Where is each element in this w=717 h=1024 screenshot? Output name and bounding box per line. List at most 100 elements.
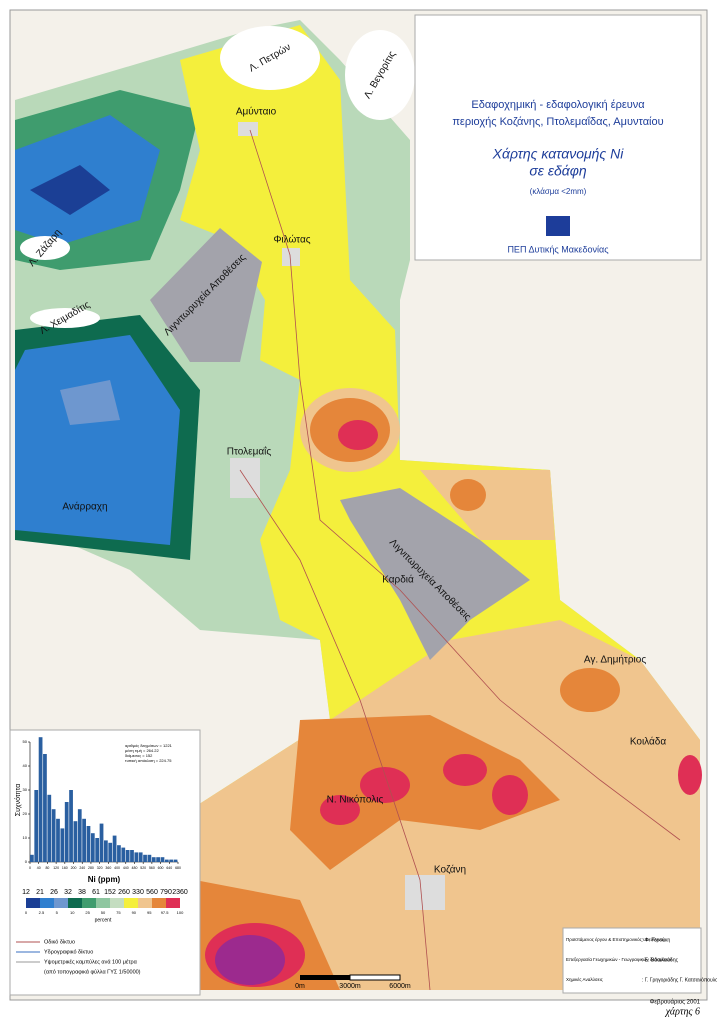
percent-tick: 0 [25,910,28,915]
class-swatch [54,898,68,908]
hist-bar [60,828,65,862]
class-break: 32 [64,889,72,896]
class-swatch [110,898,124,908]
credit-name: : Φ. Γερούκη [642,936,670,943]
roads [239,129,681,991]
class-swatch [124,898,138,908]
eu-logo [546,216,570,236]
subtitle: (κλάσμα <2mm) [530,187,587,196]
x-tick-label: 480 [132,866,138,870]
legend-text: Οδικό δίκτυο [44,938,75,945]
y-tick-label: 50 [23,739,28,744]
stat: μέση τιμή = 264.22 [125,748,159,753]
x-tick-label: 360 [105,866,111,870]
legend-text: (από τοπογραφικά φύλλα ΓΥΣ 1/50000) [44,968,141,975]
place-label: Αγ. Δημήτριος [584,654,646,666]
stat: αριθμός δειγμάτων = 1221 [125,743,173,748]
percent-label: percent [95,917,112,923]
percent-tick: 90 [132,910,137,915]
credits-box [562,927,702,994]
hist-bar [112,835,117,862]
class-break: 26 [50,889,58,896]
place-label: Πτολεμαΐς [227,446,272,458]
x-tick-label: 0 [29,866,31,870]
y-tick-label: 30 [23,787,28,792]
hist-bar [108,842,113,862]
place-label: Ανάρραχη [62,501,107,513]
stat: τυπική απόκλιση = 224.75 [125,758,172,763]
hist-bar [117,845,121,862]
y-tick-label: 40 [23,763,28,768]
y-axis-label: Συχνότητα [14,784,22,817]
class-break: 38 [78,889,86,896]
place-label: Κοζάνη [434,864,466,876]
hist-bar [56,818,60,862]
percent-tick: 97.5 [161,910,170,915]
hist-bar [77,809,82,862]
map-regions [15,20,702,990]
class-swatch [40,898,54,908]
class-break: 61 [92,889,100,896]
class-break: 21 [36,889,44,896]
hist-bar [38,737,43,862]
hist-bar [104,840,108,862]
sheet: χάρτης 6 [665,1006,700,1017]
percent-tick: 50 [101,910,106,915]
x-tick-label: 560 [149,866,155,870]
hist-bar [82,818,86,862]
hist-bar [138,852,143,862]
percent-tick: 5 [56,910,59,915]
hist-bar [169,859,174,862]
class-swatch [68,898,82,908]
class-break: 330 [132,889,144,896]
scale-label: 0m [295,983,305,990]
x-tick-label: 120 [53,866,59,870]
hist-bar [164,859,169,862]
hist-bar [86,826,91,862]
percent-tick: 95 [147,910,152,915]
program: ΠΕΠ Δυτικής Μακεδονίας [507,244,609,254]
scale-label: 6000m [389,983,411,990]
hist-bar [125,850,130,862]
hist-bar [51,809,56,862]
x-axis-label: Ni (ppm) [88,875,121,884]
y-tick-label: 20 [23,811,28,816]
class-swatch [26,898,40,908]
hist-bar [64,802,69,862]
hist-bar [121,847,126,862]
place-label: Κοιλάδα [630,736,667,748]
hist-bar [47,794,52,862]
hist-bar [69,790,73,862]
credit-role: Χημικές Αναλύσεις [566,976,604,982]
x-tick-label: 640 [166,866,172,870]
x-tick-label: 40 [37,866,41,870]
x-tick-label: 80 [45,866,49,870]
class-break: 790 [160,889,172,896]
percent-tick: 75 [116,910,121,915]
hist-bar [134,852,139,862]
stat: διάμεσος = 152 [125,753,153,758]
hist-bar [73,821,78,862]
class-break: 152 [104,889,116,896]
credit-role: Προϊστάμενος έργου & Επιστημονικός υπεύθ… [566,936,666,942]
place-label: Καρδιά [382,574,414,586]
class-break: 560 [146,889,158,896]
x-tick-label: 160 [62,866,68,870]
class-swatch [138,898,152,908]
class-swatch [152,898,166,908]
hist-bar [90,833,95,862]
hist-bar [173,859,178,862]
x-tick-label: 240 [79,866,85,870]
hist-bar [130,850,134,862]
class-break: 260 [118,889,130,896]
class-break: 12 [22,889,30,896]
x-tick-label: 440 [123,866,129,870]
credit-role: Επεξεργασία Γεωχημικών - Γεωγραφικών δεδ… [566,956,673,962]
hist-bar [99,823,104,862]
hist-bar [30,854,34,862]
class-swatch [166,898,180,908]
legend-text: Υψομετρικές καμπύλες ανά 100 μέτρα [44,958,138,965]
title: Χάρτης κατανομής Ni [492,146,625,162]
credit-name: : Γ. Γρηγοριάδης Γ. Κατσανόπουλος [642,976,717,983]
